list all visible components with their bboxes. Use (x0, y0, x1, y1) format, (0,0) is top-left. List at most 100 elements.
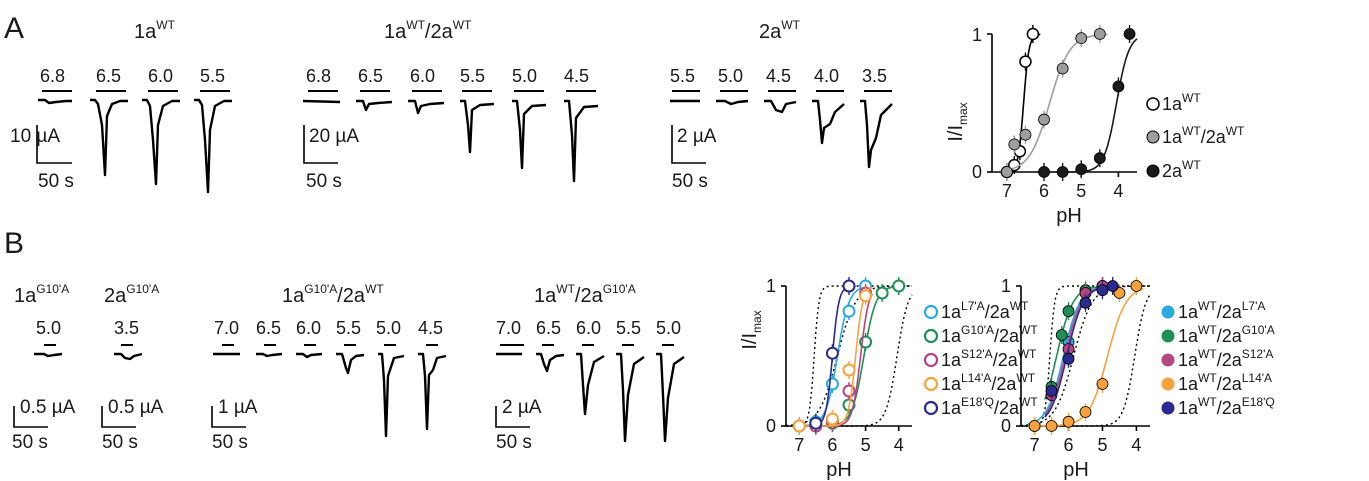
data-point (825, 412, 839, 426)
legend-label: 1aL7'A/2aWT (941, 299, 1029, 322)
ph-label: 5.0 (512, 66, 537, 86)
data-point (1008, 138, 1021, 151)
ph-label: 4.0 (814, 66, 839, 86)
x-tick-label: 6 (827, 435, 837, 455)
ph-label: 6.0 (296, 318, 321, 338)
data-point (859, 289, 873, 303)
y-tick-label: 0 (766, 416, 776, 436)
ph-label: 6.5 (96, 66, 121, 86)
group-title-2ag10a: 2aG10'A (104, 282, 159, 307)
y-tick-label: 0 (972, 162, 982, 182)
scale-bar-1ag10a-2awt: 1 µA 50 s (211, 397, 258, 453)
x-tick-label: 4 (894, 435, 904, 455)
ph-label: 5.5 (670, 66, 695, 86)
scale-bar-2ag10a: 0.5 µA 50 s (101, 397, 164, 453)
plot-a-labels: I/Imax 1 0 pH 1aWT 1aWT/2aWT 2aWT (945, 25, 1245, 227)
data-point (1079, 296, 1092, 309)
ph-label: 3.5 (114, 318, 139, 338)
group-title-1awt: 1aWT (134, 18, 176, 43)
scale-current-label: 2 µA (677, 126, 717, 147)
data-point (1055, 329, 1068, 341)
x-tick-label: 7 (1002, 181, 1012, 201)
ph-label: 5.0 (718, 66, 743, 86)
data-point (1038, 113, 1050, 126)
ph-labels-1awt-2awt: 6.8 6.5 6.0 5.5 5.0 4.5 (306, 66, 589, 86)
data-point (1096, 284, 1109, 297)
plot-b1-labels: I/Imax 1 0 pH 1aL7'A/2aWT1aG10'A/2aWT1aS… (739, 276, 1038, 481)
data-point (809, 416, 823, 430)
ph-label: 6.0 (576, 318, 601, 338)
ph-label: 3.5 (862, 66, 887, 86)
ph-label: 5.0 (376, 318, 401, 338)
ph-label: 5.5 (336, 318, 361, 338)
legend-marker (923, 376, 939, 392)
ph-label: 5.0 (656, 318, 681, 338)
ph-label: 6.0 (410, 66, 435, 86)
data-point (892, 279, 906, 293)
scale-time-label: 50 s (306, 171, 342, 192)
ph-label: 6.5 (256, 318, 281, 338)
dose-response-plot-b2: 7 6 5 4 (1016, 277, 1151, 455)
data-point (1019, 55, 1032, 68)
x-tick-label: 7 (1030, 435, 1040, 455)
x-tick-label: 5 (1076, 181, 1086, 201)
data-point (842, 304, 856, 318)
scale-bar-1awt-2ag10a: 2 µA 50 s (495, 397, 542, 453)
x-axis-title: pH (1056, 205, 1082, 227)
data-point (1026, 27, 1040, 41)
legend-label: 1aWT/2aL14'A (1178, 371, 1272, 394)
scale-bar-1awt: 10 µA 50 s (10, 125, 74, 192)
group-title-2awt: 2aWT (759, 18, 801, 43)
scale-time-label: 50 s (38, 171, 74, 192)
data-point (1079, 406, 1092, 418)
scale-time-label: 50 s (102, 432, 138, 453)
legend-label: 1aE18'Q/2aWT (941, 395, 1038, 418)
ph-label: 4.5 (766, 66, 791, 86)
legend-marker (1146, 164, 1160, 178)
current-traces-1awt-2ag10a (496, 352, 685, 443)
legend-marker (923, 352, 939, 368)
current-trace (34, 352, 63, 358)
legend-label: 1aWT/2aE18'Q (1178, 395, 1275, 418)
x-tick-label: 5 (861, 435, 871, 455)
current-traces-2awt (670, 99, 893, 169)
data-point (1056, 62, 1069, 75)
data-point (1045, 385, 1058, 397)
fit-curve (999, 33, 1108, 172)
legend-marker (923, 328, 939, 344)
y-axis-title: I/Imax (945, 102, 970, 141)
reference-fit (1021, 285, 1150, 427)
ph-label: 5.5 (616, 318, 641, 338)
panel-letter-b: B (4, 227, 24, 260)
ph-labels-2awt: 5.5 5.0 4.5 4.0 3.5 (670, 66, 887, 86)
legend-marker (1146, 130, 1160, 144)
current-trace (114, 352, 143, 361)
legend-label: 2aWT (1162, 158, 1201, 181)
ph-label: 4.5 (418, 318, 443, 338)
data-point (825, 346, 839, 360)
y-axis-title: I/Imax (739, 310, 764, 349)
scale-current-label: 0.5 µA (108, 397, 164, 418)
x-axis-title: pH (1063, 459, 1089, 481)
y-tick-label: 1 (1001, 276, 1011, 296)
data-point (1096, 378, 1109, 390)
y-tick-label: 1 (972, 25, 982, 45)
legend-label: 1aWT (1162, 91, 1201, 114)
data-point (1038, 166, 1050, 178)
scale-time-label: 50 s (672, 171, 708, 192)
legend-marker (1146, 97, 1160, 111)
scale-time-label: 50 s (212, 432, 248, 453)
legend-label: 1aS12'A/2aWT (941, 347, 1037, 370)
dose-response-plot-a: 7 6 5 4 (987, 25, 1138, 201)
data-point (1000, 166, 1013, 178)
scale-current-label: 10 µA (10, 126, 60, 147)
legend-marker (1161, 305, 1175, 319)
data-point (1106, 280, 1119, 292)
data-point (1019, 128, 1032, 141)
x-tick-label: 7 (794, 435, 804, 455)
data-point (1093, 28, 1106, 40)
x-tick-label: 5 (1097, 435, 1107, 455)
group-title-1ag10a-2awt: 1aG10'A/2aWT (282, 282, 384, 307)
legend-label: 1aWT/2aG10'A (1178, 323, 1275, 346)
group-title-1ag10a: 1aG10'A (14, 282, 69, 307)
